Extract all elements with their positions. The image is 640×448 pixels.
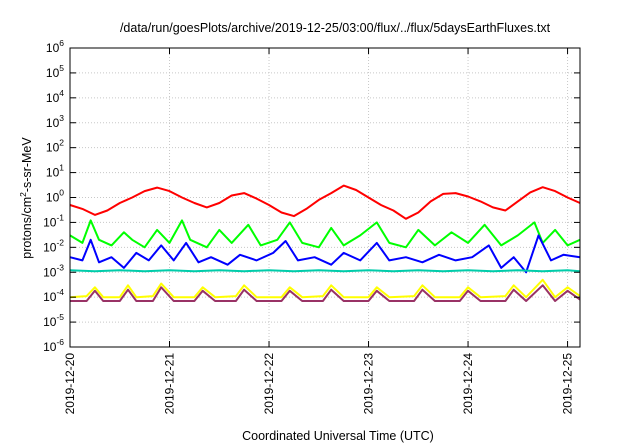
y-tick-base: 10 — [46, 41, 60, 55]
series-line — [70, 284, 581, 302]
x-tick-label: 2019-12-23 — [362, 353, 376, 415]
y-tick-label: 10-4 — [43, 287, 64, 304]
y-tick-base: 10 — [46, 141, 60, 155]
y-tick-base: 10 — [46, 66, 60, 80]
y-tick-exponent: -4 — [56, 287, 64, 297]
y-tick-label: 101 — [46, 163, 64, 180]
y-tick-exponent: 2 — [59, 138, 64, 148]
y-tick-label: 106 — [46, 38, 64, 55]
x-tick-label: 2019-12-24 — [461, 353, 475, 415]
y-tick-label: 10-2 — [43, 237, 64, 254]
y-tick-label: 104 — [46, 88, 64, 105]
y-tick-label: 10-6 — [43, 337, 64, 354]
y-tick-exponent: 6 — [59, 38, 64, 48]
y-tick-label: 102 — [46, 138, 64, 155]
axes: 10-610-510-410-310-210-11001011021031041… — [43, 38, 580, 414]
series-line — [69, 278, 581, 299]
x-tick-label: 2019-12-20 — [63, 353, 77, 415]
y-tick-label: 103 — [46, 113, 64, 130]
y-tick-exponent: -3 — [56, 262, 64, 272]
y-tick-label: 105 — [46, 63, 64, 80]
y-tick-base: 10 — [46, 191, 60, 205]
y-tick-label: 10-5 — [43, 312, 64, 329]
y-axis-label-sup: 2 — [18, 192, 28, 197]
chart-title: /data/run/goesPlots/archive/2019-12-25/0… — [120, 21, 551, 35]
y-tick-base: 10 — [43, 215, 57, 229]
x-tick-label: 2019-12-22 — [262, 353, 276, 415]
y-tick-base: 10 — [46, 91, 60, 105]
y-tick-base: 10 — [43, 265, 57, 279]
y-tick-exponent: 4 — [59, 88, 64, 98]
y-tick-base: 10 — [46, 166, 60, 180]
x-axis-label: Coordinated Universal Time (UTC) — [242, 429, 434, 443]
series-lines — [69, 184, 581, 302]
y-tick-base: 10 — [43, 240, 57, 254]
y-tick-label: 100 — [46, 188, 64, 205]
y-tick-exponent: 5 — [59, 63, 64, 73]
y-tick-exponent: -2 — [56, 237, 64, 247]
y-axis-label-rest: -s-sr-MeV — [20, 137, 34, 193]
y-tick-label: 10-3 — [43, 262, 64, 279]
y-axis-label: protons/cm2-s-sr-MeV — [18, 137, 34, 259]
y-tick-exponent: -5 — [56, 312, 64, 322]
y-tick-base: 10 — [43, 340, 57, 354]
y-tick-base: 10 — [43, 290, 57, 304]
y-tick-exponent: 1 — [59, 163, 64, 173]
y-axis-label-base: protons/cm — [20, 197, 34, 259]
series-line — [69, 184, 581, 220]
y-tick-label: 10-1 — [43, 212, 64, 229]
y-tick-exponent: 3 — [59, 113, 64, 123]
y-tick-exponent: 0 — [59, 188, 64, 198]
x-tick-label: 2019-12-21 — [163, 353, 177, 415]
y-tick-exponent: -1 — [56, 212, 64, 222]
y-tick-base: 10 — [43, 315, 57, 329]
series-line — [69, 269, 581, 273]
series-line — [69, 234, 581, 274]
y-tick-exponent: -6 — [56, 337, 64, 347]
x-tick-label: 2019-12-25 — [561, 353, 575, 415]
series-line — [69, 219, 581, 249]
y-tick-base: 10 — [46, 116, 60, 130]
